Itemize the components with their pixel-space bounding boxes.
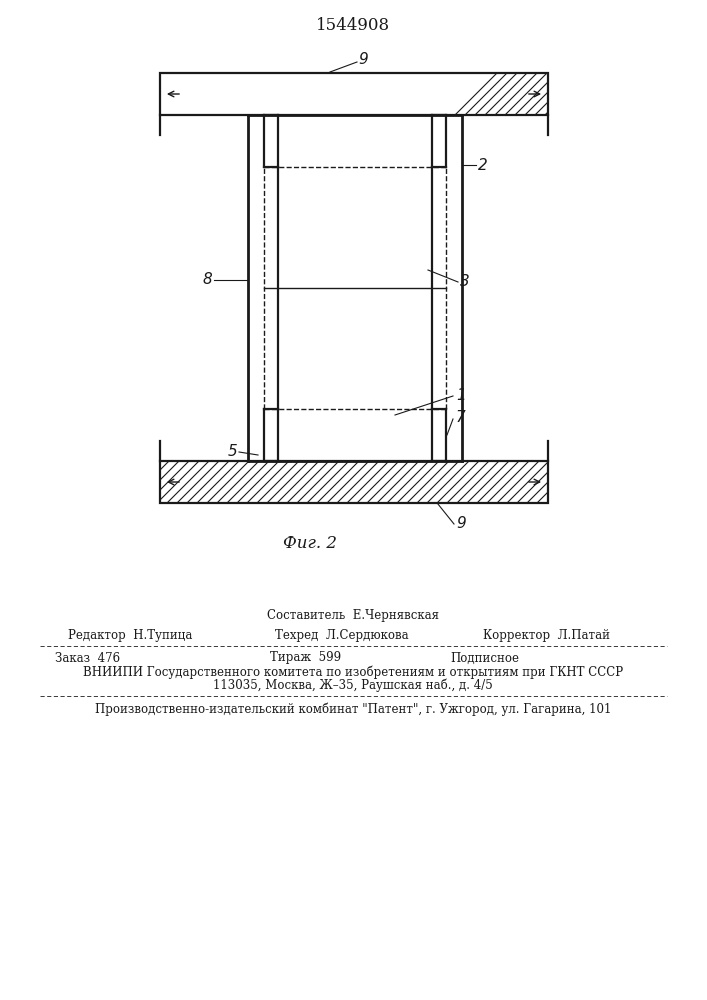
Text: 1: 1: [456, 388, 466, 403]
Text: 2: 2: [478, 157, 488, 172]
Text: Тираж  599: Тираж 599: [270, 652, 341, 664]
Text: Корректор  Л.Патай: Корректор Л.Патай: [483, 629, 610, 642]
Text: Составитель  Е.Чернявская: Составитель Е.Чернявская: [267, 608, 439, 621]
Text: Подписное: Подписное: [450, 652, 519, 664]
Text: 5: 5: [227, 444, 237, 460]
Text: Фиг. 2: Фиг. 2: [283, 536, 337, 552]
Text: 9: 9: [358, 52, 368, 68]
Text: Редактор  Н.Тупица: Редактор Н.Тупица: [68, 629, 192, 642]
Text: Техред  Л.Сердюкова: Техред Л.Сердюкова: [275, 629, 409, 642]
Text: ВНИИПИ Государственного комитета по изобретениям и открытиям при ГКНТ СССР: ВНИИПИ Государственного комитета по изоб…: [83, 665, 623, 679]
Text: 113035, Москва, Ж–35, Раушская наб., д. 4/5: 113035, Москва, Ж–35, Раушская наб., д. …: [213, 678, 493, 692]
Text: Заказ  476: Заказ 476: [55, 652, 120, 664]
Text: 1544908: 1544908: [316, 17, 390, 34]
Bar: [160, 461, 548, 503]
Bar: [160, 73, 548, 115]
Text: 9: 9: [456, 516, 466, 532]
Text: 7: 7: [456, 410, 466, 424]
Text: Производственно-издательский комбинат "Патент", г. Ужгород, ул. Гагарина, 101: Производственно-издательский комбинат "П…: [95, 702, 611, 716]
Text: 8: 8: [202, 272, 212, 288]
Text: 3: 3: [460, 274, 469, 290]
